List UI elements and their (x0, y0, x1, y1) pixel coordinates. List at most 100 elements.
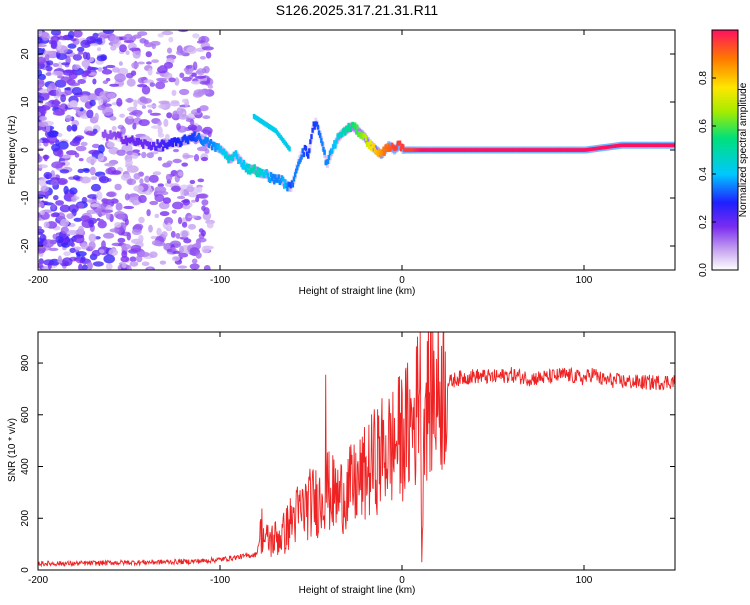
ridge-cell (289, 183, 292, 189)
ridge-cell (239, 157, 242, 163)
noise-blob (38, 201, 45, 208)
noise-blob (38, 194, 46, 198)
noise-blob (139, 178, 144, 185)
noise-blob (168, 36, 174, 43)
noise-blob (59, 104, 66, 110)
noise-blob (39, 88, 49, 94)
noise-blob (146, 104, 157, 108)
noise-blob (57, 61, 63, 70)
noise-blob (166, 248, 173, 253)
noise-blob (120, 243, 132, 250)
arm-cell (280, 136, 284, 142)
noise-blob (50, 30, 62, 36)
noise-blob (38, 262, 43, 269)
noise-blob (40, 185, 50, 192)
ridge-cell (192, 136, 195, 142)
noise-blob (187, 124, 197, 131)
noise-blob (154, 213, 160, 219)
noise-blob (55, 235, 64, 244)
noise-blob (102, 66, 108, 70)
noise-blob (171, 185, 181, 193)
noise-blob (101, 240, 106, 250)
ridge-cell (226, 155, 229, 160)
noise-blob (81, 60, 90, 68)
noise-blob (97, 105, 106, 111)
noise-blob (69, 140, 80, 147)
noise-blob (126, 178, 137, 186)
noise-blob (77, 168, 85, 174)
colorbar-label: Normalized spectral amplitude (738, 82, 749, 217)
noise-blob (141, 105, 146, 109)
noise-blob (97, 153, 105, 162)
ridge-cell (346, 127, 349, 132)
noise-blob (82, 51, 88, 60)
ridge-cell (334, 143, 337, 149)
noise-blob (121, 261, 127, 269)
ridge-cell (347, 122, 350, 128)
noise-blob (191, 199, 197, 203)
noise-blob (150, 235, 157, 240)
noise-blob (125, 159, 133, 167)
ridge-cell (162, 140, 166, 146)
noise-blob (157, 156, 162, 161)
noise-blob (199, 133, 208, 137)
snr-frame (37, 331, 676, 571)
ridge-cell (276, 177, 279, 183)
snr-ytick-label: 600 (20, 406, 31, 423)
ridge-halo (356, 126, 360, 136)
ridge-cell (317, 130, 321, 136)
ridge-cell (108, 134, 111, 140)
ridge-cell (673, 143, 675, 147)
noise-blob (38, 47, 45, 56)
noise-blob (67, 43, 77, 49)
colorbar-tick-label: 0.0 (698, 263, 709, 277)
spectrogram-ytick-label: -20 (20, 238, 31, 253)
noise-blob (56, 40, 62, 50)
ridge-cell (322, 146, 325, 152)
ridge-cell (356, 124, 359, 130)
ridge-cell (349, 127, 352, 133)
noise-blob (147, 267, 153, 270)
noise-blob (88, 149, 100, 155)
ridge-halo (269, 172, 273, 182)
noise-blob (109, 116, 117, 121)
ridge-cell (302, 152, 305, 158)
noise-blob (163, 72, 173, 80)
ridge-halo (237, 153, 241, 163)
ridge-cell (153, 142, 156, 148)
snr-ytick-label: 200 (20, 509, 31, 526)
ridge-cell (335, 138, 338, 144)
noise-blob (180, 188, 185, 197)
noise-blob (101, 198, 109, 204)
noise-blob (117, 67, 129, 76)
noise-blob (87, 209, 95, 214)
noise-blob (166, 222, 172, 230)
ridge-cell (320, 137, 323, 143)
noise-blob (88, 233, 97, 243)
noise-blob (161, 231, 168, 238)
noise-blob (157, 126, 163, 136)
noise-blob (38, 237, 44, 246)
noise-blob (38, 95, 45, 102)
ridge-cell (253, 164, 256, 170)
ridge-cell (295, 168, 298, 174)
noise-blob (89, 166, 96, 176)
ridge-cell (171, 142, 174, 147)
noise-blob (146, 61, 152, 65)
ridge-cell (312, 121, 315, 127)
ridge-cell (382, 146, 385, 152)
noise-blob (73, 136, 82, 142)
noise-blob (123, 40, 135, 44)
noise-blob (63, 251, 71, 256)
noise-blob (38, 73, 46, 81)
ridge-cell (311, 127, 314, 133)
ridge-cell (125, 140, 129, 146)
snr-xtick-label: -200 (28, 575, 48, 586)
ridge-cell (217, 143, 220, 149)
noise-blob (38, 121, 49, 127)
noise-blob (43, 221, 50, 229)
arm-cell (257, 117, 261, 123)
noise-blob (129, 47, 141, 52)
noise-blob (192, 61, 198, 71)
noise-blob (102, 30, 115, 34)
